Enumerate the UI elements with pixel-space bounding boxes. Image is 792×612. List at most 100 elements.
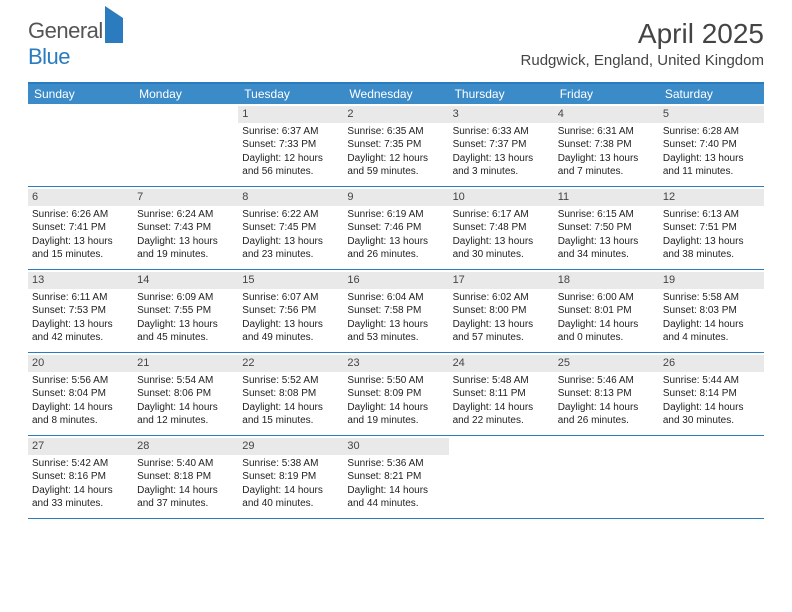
day-number: 14 xyxy=(133,272,238,289)
daylight-line: Daylight: 12 hours and 56 minutes. xyxy=(242,152,339,179)
sunset-line: Sunset: 8:14 PM xyxy=(663,387,760,401)
day-cell xyxy=(449,436,554,518)
logo: General Blue xyxy=(28,18,123,70)
sunrise-line: Sunrise: 6:09 AM xyxy=(137,291,234,305)
sunrise-line: Sunrise: 6:13 AM xyxy=(663,208,760,222)
sunrise-line: Sunrise: 5:36 AM xyxy=(347,457,444,471)
day-number: 25 xyxy=(554,355,659,372)
sunset-line: Sunset: 7:40 PM xyxy=(663,138,760,152)
sunset-line: Sunset: 8:11 PM xyxy=(453,387,550,401)
day-number: 28 xyxy=(133,438,238,455)
day-number: 7 xyxy=(133,189,238,206)
sunset-line: Sunset: 7:45 PM xyxy=(242,221,339,235)
sunset-line: Sunset: 7:38 PM xyxy=(558,138,655,152)
daylight-line: Daylight: 13 hours and 15 minutes. xyxy=(32,235,129,262)
day-cell: 27Sunrise: 5:42 AMSunset: 8:16 PMDayligh… xyxy=(28,436,133,518)
dow-tuesday: Tuesday xyxy=(238,84,343,104)
logo-part1: General xyxy=(28,18,103,43)
day-number: 17 xyxy=(449,272,554,289)
sunrise-line: Sunrise: 5:46 AM xyxy=(558,374,655,388)
daylight-line: Daylight: 13 hours and 34 minutes. xyxy=(558,235,655,262)
sunset-line: Sunset: 7:53 PM xyxy=(32,304,129,318)
day-cell: 6Sunrise: 6:26 AMSunset: 7:41 PMDaylight… xyxy=(28,187,133,269)
day-cell: 26Sunrise: 5:44 AMSunset: 8:14 PMDayligh… xyxy=(659,353,764,435)
day-cell: 11Sunrise: 6:15 AMSunset: 7:50 PMDayligh… xyxy=(554,187,659,269)
day-cell: 24Sunrise: 5:48 AMSunset: 8:11 PMDayligh… xyxy=(449,353,554,435)
day-cell: 3Sunrise: 6:33 AMSunset: 7:37 PMDaylight… xyxy=(449,104,554,186)
daylight-line: Daylight: 14 hours and 37 minutes. xyxy=(137,484,234,511)
sunset-line: Sunset: 8:01 PM xyxy=(558,304,655,318)
day-number: 21 xyxy=(133,355,238,372)
day-number: 23 xyxy=(343,355,448,372)
dow-wednesday: Wednesday xyxy=(343,84,448,104)
week-row: 27 Sunrise: 5:42 AMSunset: 8:16 PM Dayligh… xyxy=(28,436,764,519)
day-number: 26 xyxy=(659,355,764,372)
day-cell: 13Sunrise: 6:11 AMSunset: 7:53 PMDayligh… xyxy=(28,270,133,352)
sunrise-line: Sunrise: 6:02 AM xyxy=(453,291,550,305)
day-number: 24 xyxy=(449,355,554,372)
day-cell: 2Sunrise: 6:35 AMSunset: 7:35 PMDaylight… xyxy=(343,104,448,186)
day-cell: 4Sunrise: 6:31 AMSunset: 7:38 PMDaylight… xyxy=(554,104,659,186)
sunrise-line: Sunrise: 5:56 AM xyxy=(32,374,129,388)
dow-monday: Monday xyxy=(133,84,238,104)
day-number: 2 xyxy=(343,106,448,123)
day-number xyxy=(554,438,659,455)
day-cell: 14Sunrise: 6:09 AMSunset: 7:55 PMDayligh… xyxy=(133,270,238,352)
sunrise-line: Sunrise: 6:35 AM xyxy=(347,125,444,139)
sunrise-line: Sunrise: 6:17 AM xyxy=(453,208,550,222)
day-number: 29 xyxy=(238,438,343,455)
daylight-line: Daylight: 14 hours and 15 minutes. xyxy=(242,401,339,428)
sunrise-line: Sunrise: 6:19 AM xyxy=(347,208,444,222)
daylight-line: Daylight: 13 hours and 42 minutes. xyxy=(32,318,129,345)
calendar: SundayMondayTuesdayWednesdayThursdayFrid… xyxy=(28,82,764,519)
day-number: 5 xyxy=(659,106,764,123)
day-cell xyxy=(28,104,133,186)
sunset-line: Sunset: 8:08 PM xyxy=(242,387,339,401)
week-row: 6Sunrise: 6:26 AMSunset: 7:41 PMDaylight… xyxy=(28,187,764,270)
daylight-line: Daylight: 13 hours and 11 minutes. xyxy=(663,152,760,179)
sunset-line: Sunset: 7:50 PM xyxy=(558,221,655,235)
sunset-line: Sunset: 8:03 PM xyxy=(663,304,760,318)
sunrise-line: Sunrise: 6:07 AM xyxy=(242,291,339,305)
day-number: 16 xyxy=(343,272,448,289)
sunrise-line: Sunrise: 5:42 AM xyxy=(32,457,129,471)
week-row: 13Sunrise: 6:11 AMSunset: 7:53 PMDayligh… xyxy=(28,270,764,353)
day-cell xyxy=(133,104,238,186)
day-cell: 28Sunrise: 5:40 AMSunset: 8:18 PMDayligh… xyxy=(133,436,238,518)
sunset-line: Sunset: 7:55 PM xyxy=(137,304,234,318)
day-number: 18 xyxy=(554,272,659,289)
day-number: 22 xyxy=(238,355,343,372)
sunset-line: Sunset: 7:41 PM xyxy=(32,221,129,235)
daylight-line: Daylight: 14 hours and 4 minutes. xyxy=(663,318,760,345)
dow-friday: Friday xyxy=(554,84,659,104)
day-number: 19 xyxy=(659,272,764,289)
daylight-line: Daylight: 14 hours and 30 minutes. xyxy=(663,401,760,428)
day-number: 30 xyxy=(343,438,448,455)
day-number: 27 xyxy=(28,438,133,455)
sunrise-line: Sunrise: 6:26 AM xyxy=(32,208,129,222)
daylight-line: Daylight: 13 hours and 3 minutes. xyxy=(453,152,550,179)
day-cell: 12Sunrise: 6:13 AMSunset: 7:51 PMDayligh… xyxy=(659,187,764,269)
sunrise-line: Sunrise: 5:52 AM xyxy=(242,374,339,388)
sunrise-line: Sunrise: 5:48 AM xyxy=(453,374,550,388)
location: Rudgwick, England, United Kingdom xyxy=(521,52,764,69)
sunrise-line: Sunrise: 6:37 AM xyxy=(242,125,339,139)
day-cell xyxy=(659,436,764,518)
sunset-line: Sunset: 8:13 PM xyxy=(558,387,655,401)
sunset-line: Sunset: 8:16 PM xyxy=(32,470,129,484)
sunset-line: Sunset: 7:33 PM xyxy=(242,138,339,152)
day-number xyxy=(133,106,238,123)
sunrise-line: Sunrise: 6:11 AM xyxy=(32,291,129,305)
daylight-line: Daylight: 14 hours and 0 minutes. xyxy=(558,318,655,345)
daylight-line: Daylight: 13 hours and 57 minutes. xyxy=(453,318,550,345)
sunrise-line: Sunrise: 5:40 AM xyxy=(137,457,234,471)
day-cell: 15Sunrise: 6:07 AMSunset: 7:56 PMDayligh… xyxy=(238,270,343,352)
day-cell: 22 Sunrise: 5:52 AMSunset: 8:08 PMDayligh… xyxy=(238,353,343,435)
month-title: April 2025 xyxy=(521,18,764,50)
sunrise-line: Sunrise: 5:38 AM xyxy=(242,457,339,471)
sunrise-line: Sunrise: 6:28 AM xyxy=(663,125,760,139)
day-number: 8 xyxy=(238,189,343,206)
day-cell: 5 Sunrise: 6:28 AMSunset: 7:40 PMDaylight… xyxy=(659,104,764,186)
day-cell: 9Sunrise: 6:19 AMSunset: 7:46 PMDaylight… xyxy=(343,187,448,269)
day-cell: 21Sunrise: 5:54 AMSunset: 8:06 PMDayligh… xyxy=(133,353,238,435)
